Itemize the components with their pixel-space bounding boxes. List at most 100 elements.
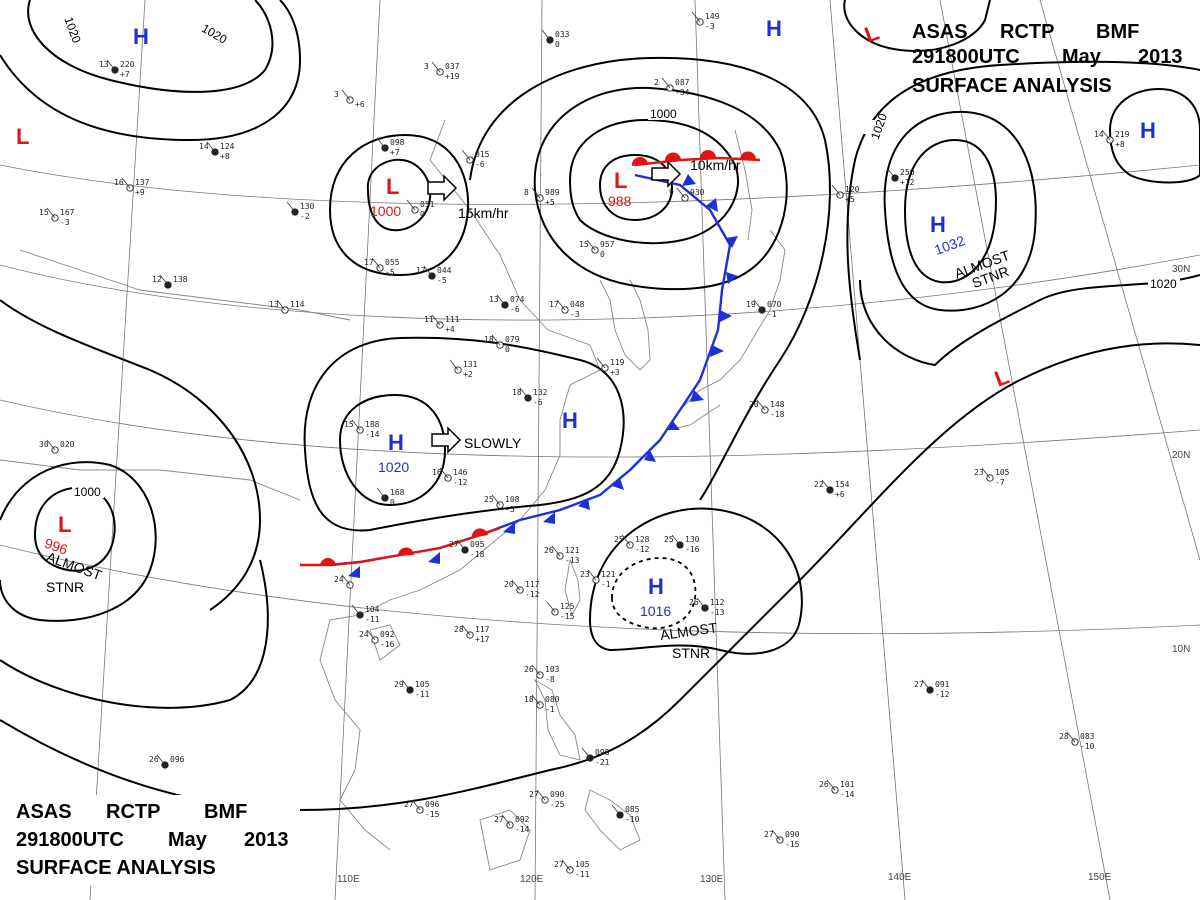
high-center-yellow-sea: H [562,408,578,433]
isobar-ne-1020 [846,60,1200,361]
station-tendency: 0 [390,498,395,507]
station-tendency: -11 [415,690,430,699]
lon-label-150e: 150E [1088,872,1112,883]
wind-barb [596,357,606,369]
wind-barb [206,141,216,153]
station-pressure: 149 [705,12,720,21]
wind-barb [431,61,441,73]
coast-japan-south [667,404,721,431]
station-temp: 26 [149,755,159,764]
isobar-high-1032-inner [903,138,997,284]
wind-barb [753,299,763,311]
wind-barb [366,629,376,641]
wind-barb [501,814,511,826]
station-tendency: -12 [935,690,950,699]
wind-barb [491,494,501,506]
coast-mindanao [584,789,641,851]
wind-barb [351,419,361,431]
station-pressure: 125 [560,602,575,611]
barb [726,236,738,248]
station-plot: 17 048-3 [549,299,585,319]
station-plot: 24 [334,574,354,589]
barb [428,552,440,564]
station-plot: 25 130-16 [664,534,700,554]
wind-barb [587,569,597,581]
isobar-china-high-1020 [338,393,447,507]
isobar-west-low-1000 [33,486,116,572]
station-plot: 250+12 [886,167,915,187]
coast-china [329,119,601,621]
station-tendency: 0 [420,210,425,219]
station-temp: 23 [974,468,984,477]
station-temp: 23 [580,570,590,579]
station-plot: 17 055-5 [364,257,400,277]
station-pressure: 130 [300,202,315,211]
station-plot: 3 037+19 [424,61,460,81]
lat-line-40n [0,164,1200,205]
low-center-west: L [16,124,29,149]
header-top-code: BMF [1096,21,1139,43]
stnr-note-west-2: STNR [46,579,84,595]
station-pressure: 074 [510,295,525,304]
station-tendency: -8 [545,675,555,684]
station-temp: 3 [334,90,339,99]
lon-line-150e [939,0,1111,900]
isobar-label-1000-west: 1000 [74,485,101,499]
lon-label-120e: 120E [520,874,544,885]
station-plot: 16 137+9 [114,177,150,197]
wind-barb [376,137,386,149]
station-plot: 28 117+17 [454,624,490,644]
wind-barb [541,29,551,41]
station-pressure: 121 [601,570,616,579]
station-plot: 20 148-18 [749,399,785,419]
wind-barb [46,207,56,219]
coast-korea [599,279,651,371]
station-plot: 27 092-14 [494,814,530,834]
station-pressure: 096 [170,755,185,764]
station-tendency: -21 [595,758,610,767]
bump [700,150,716,158]
wind-barb [276,299,286,311]
high-value-philippine: 1016 [640,603,671,619]
label-bg [862,120,892,134]
wind-barb [461,149,471,161]
wind-barb [661,77,671,89]
station-plot: 23 105-7 [974,467,1010,487]
station-plot: 27 095-18 [449,539,485,559]
station-pressure: 137 [135,178,150,187]
station-plot: 18 132-6 [512,387,548,407]
wind-barb [556,299,566,311]
station-plot: 26 096 [149,754,185,769]
motion-label-mongolia-low: 15km/hr [458,205,509,221]
wind-barb [1066,731,1076,743]
station-tendency: -3 [60,218,70,227]
station-pressure: 128 [635,535,650,544]
station-pressure: 132 [533,388,548,397]
station-pressure: 250 [900,168,915,177]
station-plot: 23 121-1 [580,569,616,589]
station-pressure: 957 [600,240,615,249]
station-pressure: 048 [570,300,585,309]
barb [612,478,624,490]
wind-barb [821,479,831,491]
station-pressure: 095 [470,540,485,549]
wind-barb [401,679,411,691]
low-value-mongolia: 1000 [370,203,401,219]
station-tendency: -10 [1080,742,1095,751]
bump [320,558,336,566]
station-temp: 20 [749,400,759,409]
lat-label-30n: 30N [1172,264,1190,275]
lon-label-130e: 130E [700,874,724,885]
wind-barb [826,779,836,791]
wind-barb [691,11,701,23]
station-pressure: 080 [545,695,560,704]
lat-line-30n [0,254,1200,321]
station-tendency: -6 [533,398,543,407]
wind-barb [341,89,351,101]
isobar-low-west-outer [328,133,470,277]
station-tendency: -7 [995,478,1005,487]
station-temp: 16 [432,468,442,477]
